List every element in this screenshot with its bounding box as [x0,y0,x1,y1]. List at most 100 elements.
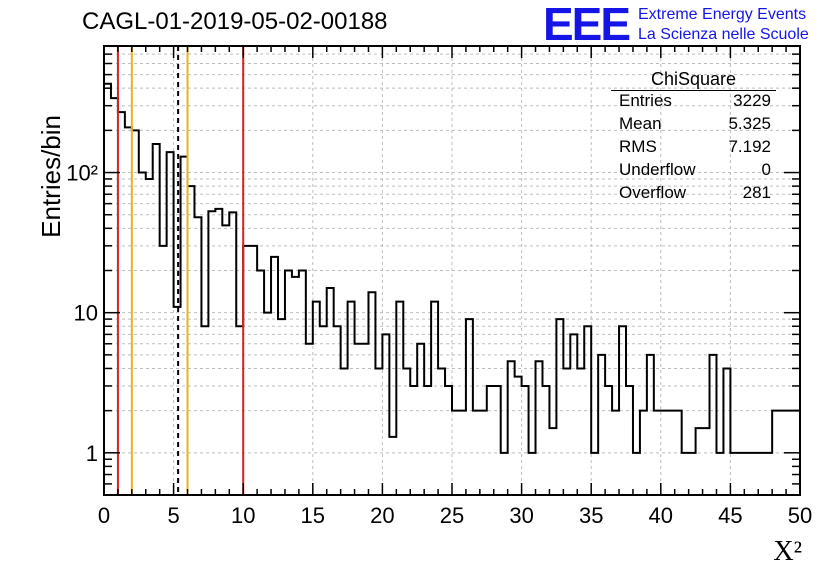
histogram-bin [438,368,445,495]
histogram-bin [452,411,459,495]
histogram-bin [264,313,271,495]
histogram-bin [744,453,751,495]
histogram-bin [181,157,188,495]
histogram-bin [167,152,174,495]
histogram-bin [647,355,654,495]
histogram-bin [389,437,396,495]
histogram-bin [466,319,473,495]
histogram-bin [250,246,257,495]
x-tick-label: 0 [98,503,110,528]
histogram-bin [188,186,195,495]
histogram-bin [549,428,556,495]
histogram-bin [215,209,222,495]
stats-row-rms: RMS 7.192 [619,137,771,159]
histogram-bin [459,411,466,495]
x-axis-label: X² [773,536,802,567]
histogram-bin [584,326,591,495]
y-tick-label: 10² [66,161,98,186]
histogram-bin [201,326,208,495]
histogram-bin [515,377,522,495]
histogram-bin [139,173,146,495]
x-tick-label: 25 [440,503,464,528]
histogram-bin [118,112,125,495]
histogram-bin [125,127,132,495]
stats-divider [611,90,776,91]
x-tick-label: 20 [370,503,394,528]
histogram-bin [327,288,334,495]
x-tick-label: 50 [788,503,812,528]
histogram-bin [160,246,167,495]
y-tick-label: 1 [86,441,98,466]
histogram-bin [591,453,598,495]
y-axis-label: Entries/bin [36,115,66,238]
stats-value: 3229 [733,91,771,110]
plot-title: CAGL-01-2019-05-02-00188 [82,8,388,35]
stats-value: 5.325 [728,114,771,133]
histogram-bin [563,368,570,495]
histogram-bin [417,344,424,495]
histogram-bin [703,428,710,495]
histogram-bin [208,211,215,495]
histogram-bin [633,453,640,495]
histogram-bin [716,453,723,495]
stats-label: Entries [619,91,672,110]
stats-title: ChiSquare [650,69,737,89]
histogram-bin [431,302,438,495]
histogram-bin [382,334,389,495]
histogram-bin [375,368,382,495]
histogram-bin [132,130,139,495]
histogram-bin [710,355,717,495]
histogram-bin [348,302,355,495]
histogram-bin [445,386,452,495]
histogram-bin [313,302,320,495]
histogram-bin [222,225,229,495]
histogram-bin [229,212,236,495]
histogram-bin [758,453,765,495]
histogram-bin [501,453,508,495]
x-tick-label: 30 [509,503,533,528]
stats-label: RMS [619,137,657,156]
histogram-bin [410,386,417,495]
stats-row-mean: Mean 5.325 [619,114,771,136]
histogram-bin [341,368,348,495]
histogram-bin [257,271,264,496]
x-tick-label: 40 [649,503,673,528]
histogram-bin [696,428,703,495]
histogram-bin [723,368,730,495]
histogram-bin [480,411,487,495]
histogram-bin [368,292,375,495]
x-tick-label: 35 [579,503,603,528]
histogram-bin [236,326,243,495]
histogram-bin [765,453,772,495]
histogram-bin [536,361,543,495]
stats-box: ChiSquare Entries 3229 Mean 5.325 RMS 7.… [611,67,776,207]
histogram-bin [473,411,480,495]
histogram-bin [577,368,584,495]
histogram-bin [668,411,675,495]
stats-value: 0 [761,160,771,179]
histogram-bin [174,307,181,495]
histogram-bin [556,319,563,495]
histogram-bin [598,355,605,495]
histogram-bin [682,453,689,495]
histogram-bin [320,326,327,495]
logo-line-2: La Scienza nelle Scuole [638,26,809,43]
histogram-bin [542,386,549,495]
histogram-bin [194,217,201,495]
histogram-bin [508,361,515,495]
histogram-bin [153,144,160,495]
x-tick-label: 10 [231,503,255,528]
stats-row-entries: Entries 3229 [619,91,771,113]
histogram-bin [146,179,153,495]
histogram-bin [396,302,403,495]
histogram-bin [299,271,306,496]
histogram-bin [355,344,362,495]
histogram-bin [243,246,250,495]
histogram-bin [640,411,647,495]
histogram-bin [772,411,779,495]
y-tick-label: 10 [74,301,98,326]
histogram-bin [487,386,494,495]
histogram-bin [689,453,696,495]
histogram-bin [730,453,737,495]
